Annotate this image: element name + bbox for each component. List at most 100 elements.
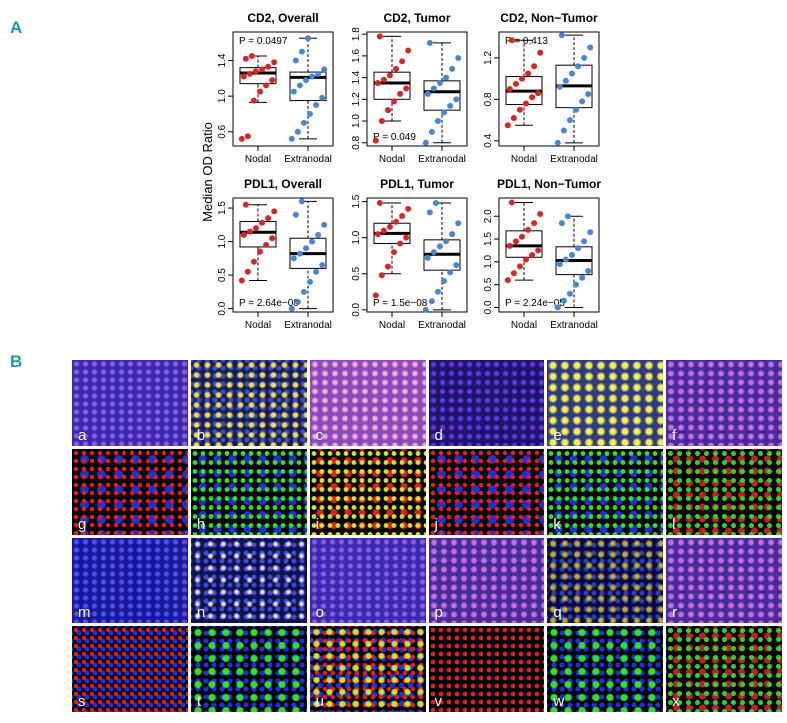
point (242, 55, 249, 62)
point (403, 85, 410, 92)
annotation: P = 1.5e−08 (373, 298, 428, 309)
point (537, 210, 544, 217)
image-label: t (196, 693, 201, 710)
point (405, 47, 412, 54)
x-tick-label: Extranodal (550, 154, 598, 165)
point (554, 304, 561, 311)
image-label: c (315, 426, 324, 444)
plot-frame (232, 197, 334, 313)
point (449, 231, 456, 238)
y-tick-label: 0.5 (217, 268, 228, 282)
point (376, 33, 383, 40)
plot-frame (498, 197, 600, 313)
point (391, 249, 398, 256)
image-label: s (78, 693, 86, 710)
image-label: l (672, 515, 676, 533)
point (290, 88, 297, 95)
image-label: b (196, 426, 206, 444)
point (399, 58, 406, 65)
image-grid: a b c d e f g h i j k l m n o p q r s t u v w x (72, 360, 782, 712)
point (510, 270, 517, 277)
micrograph: c (309, 360, 426, 446)
point (568, 70, 575, 77)
point (581, 54, 588, 61)
y-tick-label: 1.5 (483, 232, 494, 246)
point (562, 77, 569, 84)
point (271, 59, 278, 66)
image-label: w (553, 693, 565, 710)
chart-title: PDL1, Tumor (380, 177, 454, 191)
y-tick-label: 1.6 (351, 48, 362, 62)
point (424, 254, 431, 261)
micrograph: f (666, 360, 782, 446)
y-tick-label: 1.0 (217, 89, 228, 103)
image-label: n (196, 604, 206, 622)
y-tick-label: 0.0 (351, 302, 362, 316)
micrograph: n (190, 537, 307, 624)
box (505, 230, 543, 258)
y-tick-label: 0.5 (483, 277, 494, 291)
chart-title: CD2, Non−Tumor (500, 11, 598, 25)
point (372, 137, 379, 144)
y-axis-label: Median OD Ratio (200, 122, 215, 222)
point (587, 229, 594, 236)
point (436, 243, 443, 250)
point (257, 248, 264, 255)
point (302, 77, 309, 84)
x-tick-label: Nodal (245, 320, 271, 331)
point (426, 209, 433, 216)
x-tick-label: Nodal (511, 320, 537, 331)
y-tick-label: 1.0 (483, 254, 494, 268)
micrograph: x (666, 626, 782, 712)
plot-frame (366, 31, 468, 147)
point (436, 80, 443, 87)
image-label: f (672, 426, 677, 444)
image-label: x (672, 693, 680, 710)
panel-label: A (10, 18, 23, 37)
point (242, 201, 249, 208)
plot-frame (498, 31, 600, 147)
y-tick-label: 1.5 (351, 194, 362, 208)
micrograph: j (428, 448, 545, 535)
point (430, 249, 437, 256)
point (512, 238, 519, 245)
point (252, 68, 259, 75)
point (288, 305, 295, 312)
point (575, 245, 582, 252)
point (531, 220, 538, 227)
point (296, 82, 303, 89)
annotation: P = 2.24e−05 (505, 298, 565, 309)
point (238, 277, 245, 284)
micrograph: d (428, 360, 545, 446)
x-tick-label: Nodal (379, 154, 405, 165)
point (315, 70, 322, 77)
point (556, 261, 563, 268)
y-tick-label: 1.2 (483, 51, 494, 65)
point (250, 97, 257, 104)
point (321, 221, 328, 228)
point (585, 267, 592, 274)
point (298, 198, 305, 205)
point (453, 96, 460, 103)
image-label: k (553, 515, 561, 533)
image-label: d (434, 426, 443, 444)
chart: Median OD Ratio CD2, Overall 0.6 1.0 1.4 P =… (200, 11, 601, 331)
point (426, 39, 433, 46)
point (309, 73, 316, 80)
point (562, 256, 569, 263)
annotation: P = 0.049 (373, 132, 416, 143)
point (376, 200, 383, 207)
point (399, 213, 406, 220)
y-tick-label: 1.0 (351, 230, 362, 244)
image-label: o (315, 604, 324, 622)
point (537, 49, 544, 56)
box (289, 71, 327, 102)
plot-frame (232, 31, 334, 147)
point (246, 228, 253, 235)
y-tick-label: 0.8 (483, 92, 494, 106)
point (455, 55, 462, 62)
point (556, 83, 563, 90)
y-tick-label: 0.5 (351, 266, 362, 280)
point (240, 73, 247, 80)
x-tick-label: Extranodal (418, 154, 466, 165)
